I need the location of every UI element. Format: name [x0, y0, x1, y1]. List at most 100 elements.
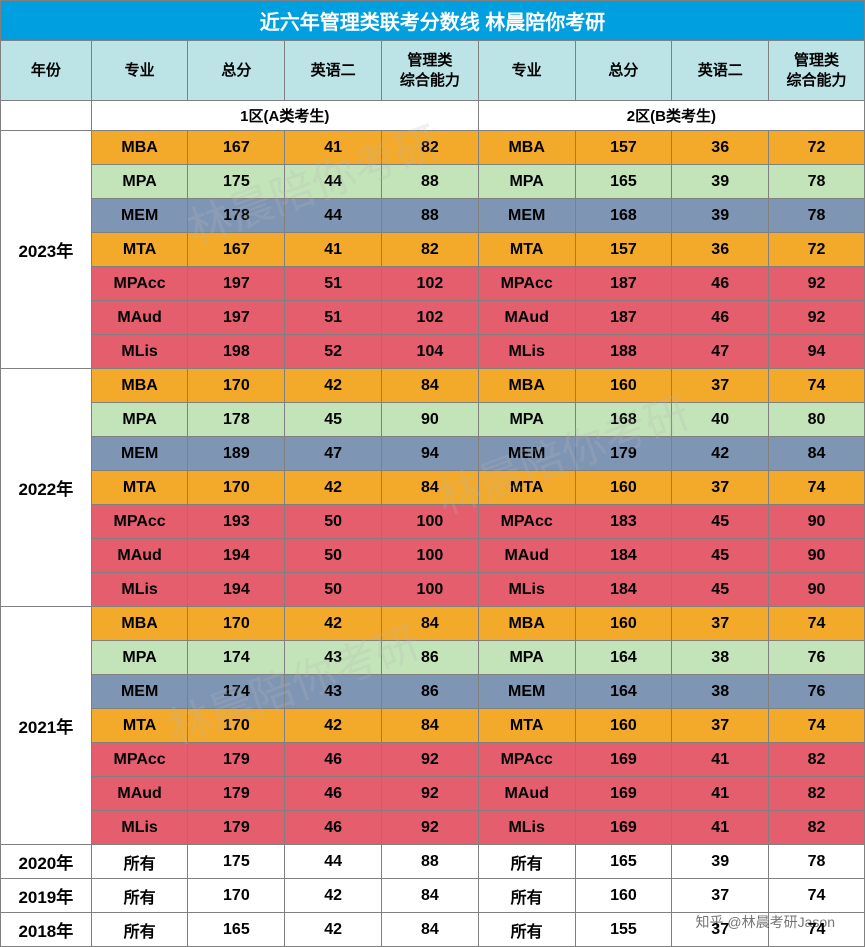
- score-a: 94: [382, 437, 479, 471]
- score-b: 37: [672, 471, 769, 505]
- score-a: 82: [382, 131, 479, 165]
- score-a: 84: [382, 879, 479, 913]
- program-a: MPAcc: [91, 267, 188, 301]
- program-b: MPAcc: [478, 267, 575, 301]
- score-a: 82: [382, 233, 479, 267]
- score-a: 43: [285, 675, 382, 709]
- score-b: 187: [575, 267, 672, 301]
- score-b: 37: [672, 369, 769, 403]
- program-b: MAud: [478, 301, 575, 335]
- score-a: 100: [382, 539, 479, 573]
- score-a: 92: [382, 811, 479, 845]
- score-b: 184: [575, 573, 672, 607]
- score-b: 160: [575, 709, 672, 743]
- program-a: 所有: [91, 845, 188, 879]
- program-a: MTA: [91, 233, 188, 267]
- score-a: 41: [285, 131, 382, 165]
- score-a: 50: [285, 539, 382, 573]
- score-a: 45: [285, 403, 382, 437]
- score-b: 84: [769, 437, 865, 471]
- score-b: 74: [769, 709, 865, 743]
- score-b: 183: [575, 505, 672, 539]
- score-a: 84: [382, 709, 479, 743]
- col-header-7: 英语二: [672, 41, 769, 101]
- score-b: 37: [672, 879, 769, 913]
- score-a: 84: [382, 369, 479, 403]
- score-a: 88: [382, 845, 479, 879]
- program-b: MAud: [478, 539, 575, 573]
- score-a: 189: [188, 437, 285, 471]
- score-b: 46: [672, 301, 769, 335]
- program-a: MAud: [91, 539, 188, 573]
- score-b: 90: [769, 573, 865, 607]
- score-b: 78: [769, 199, 865, 233]
- score-b: 82: [769, 743, 865, 777]
- score-b: 165: [575, 165, 672, 199]
- score-a: 179: [188, 811, 285, 845]
- score-b: 90: [769, 505, 865, 539]
- score-a: 194: [188, 539, 285, 573]
- score-a: 167: [188, 131, 285, 165]
- score-a: 174: [188, 641, 285, 675]
- score-a: 51: [285, 267, 382, 301]
- table-title: 近六年管理类联考分数线 林晨陪你考研: [1, 1, 865, 41]
- program-a: MEM: [91, 199, 188, 233]
- program-b: MPA: [478, 165, 575, 199]
- score-a: 84: [382, 607, 479, 641]
- program-b: 所有: [478, 845, 575, 879]
- score-a: 90: [382, 403, 479, 437]
- col-header-0: 年份: [1, 41, 92, 101]
- score-b: 72: [769, 131, 865, 165]
- score-b: 82: [769, 777, 865, 811]
- zone-b: 2区(B类考生): [478, 101, 864, 131]
- program-b: MTA: [478, 233, 575, 267]
- score-b: 45: [672, 573, 769, 607]
- program-a: MLis: [91, 811, 188, 845]
- score-b: 155: [575, 913, 672, 947]
- program-a: MAud: [91, 777, 188, 811]
- score-a: 41: [285, 233, 382, 267]
- program-a: MBA: [91, 131, 188, 165]
- score-b: 76: [769, 641, 865, 675]
- zone-a: 1区(A类考生): [91, 101, 478, 131]
- score-b: 168: [575, 403, 672, 437]
- score-a: 46: [285, 777, 382, 811]
- score-b: 160: [575, 879, 672, 913]
- score-b: 78: [769, 845, 865, 879]
- program-a: MEM: [91, 437, 188, 471]
- score-a: 100: [382, 505, 479, 539]
- score-b: 74: [769, 607, 865, 641]
- program-b: MBA: [478, 369, 575, 403]
- program-a: MEM: [91, 675, 188, 709]
- program-a: 所有: [91, 879, 188, 913]
- score-a: 102: [382, 267, 479, 301]
- program-a: MTA: [91, 471, 188, 505]
- score-a: 194: [188, 573, 285, 607]
- program-b: MPAcc: [478, 743, 575, 777]
- score-a: 42: [285, 913, 382, 947]
- score-b: 160: [575, 369, 672, 403]
- score-b: 45: [672, 539, 769, 573]
- score-b: 74: [769, 369, 865, 403]
- score-b: 36: [672, 233, 769, 267]
- score-b: 47: [672, 335, 769, 369]
- score-b: 46: [672, 267, 769, 301]
- score-b: 184: [575, 539, 672, 573]
- col-header-8: 管理类综合能力: [769, 41, 865, 101]
- program-a: MBA: [91, 369, 188, 403]
- score-a: 42: [285, 607, 382, 641]
- program-b: MAud: [478, 777, 575, 811]
- zone-spacer: [1, 101, 92, 131]
- program-b: MLis: [478, 811, 575, 845]
- program-b: MPA: [478, 641, 575, 675]
- score-b: 37: [672, 709, 769, 743]
- score-a: 44: [285, 165, 382, 199]
- score-b: 41: [672, 811, 769, 845]
- score-b: 39: [672, 845, 769, 879]
- score-a: 100: [382, 573, 479, 607]
- score-b: 188: [575, 335, 672, 369]
- score-b: 160: [575, 471, 672, 505]
- score-b: 76: [769, 675, 865, 709]
- score-b: 37: [672, 607, 769, 641]
- score-b: 168: [575, 199, 672, 233]
